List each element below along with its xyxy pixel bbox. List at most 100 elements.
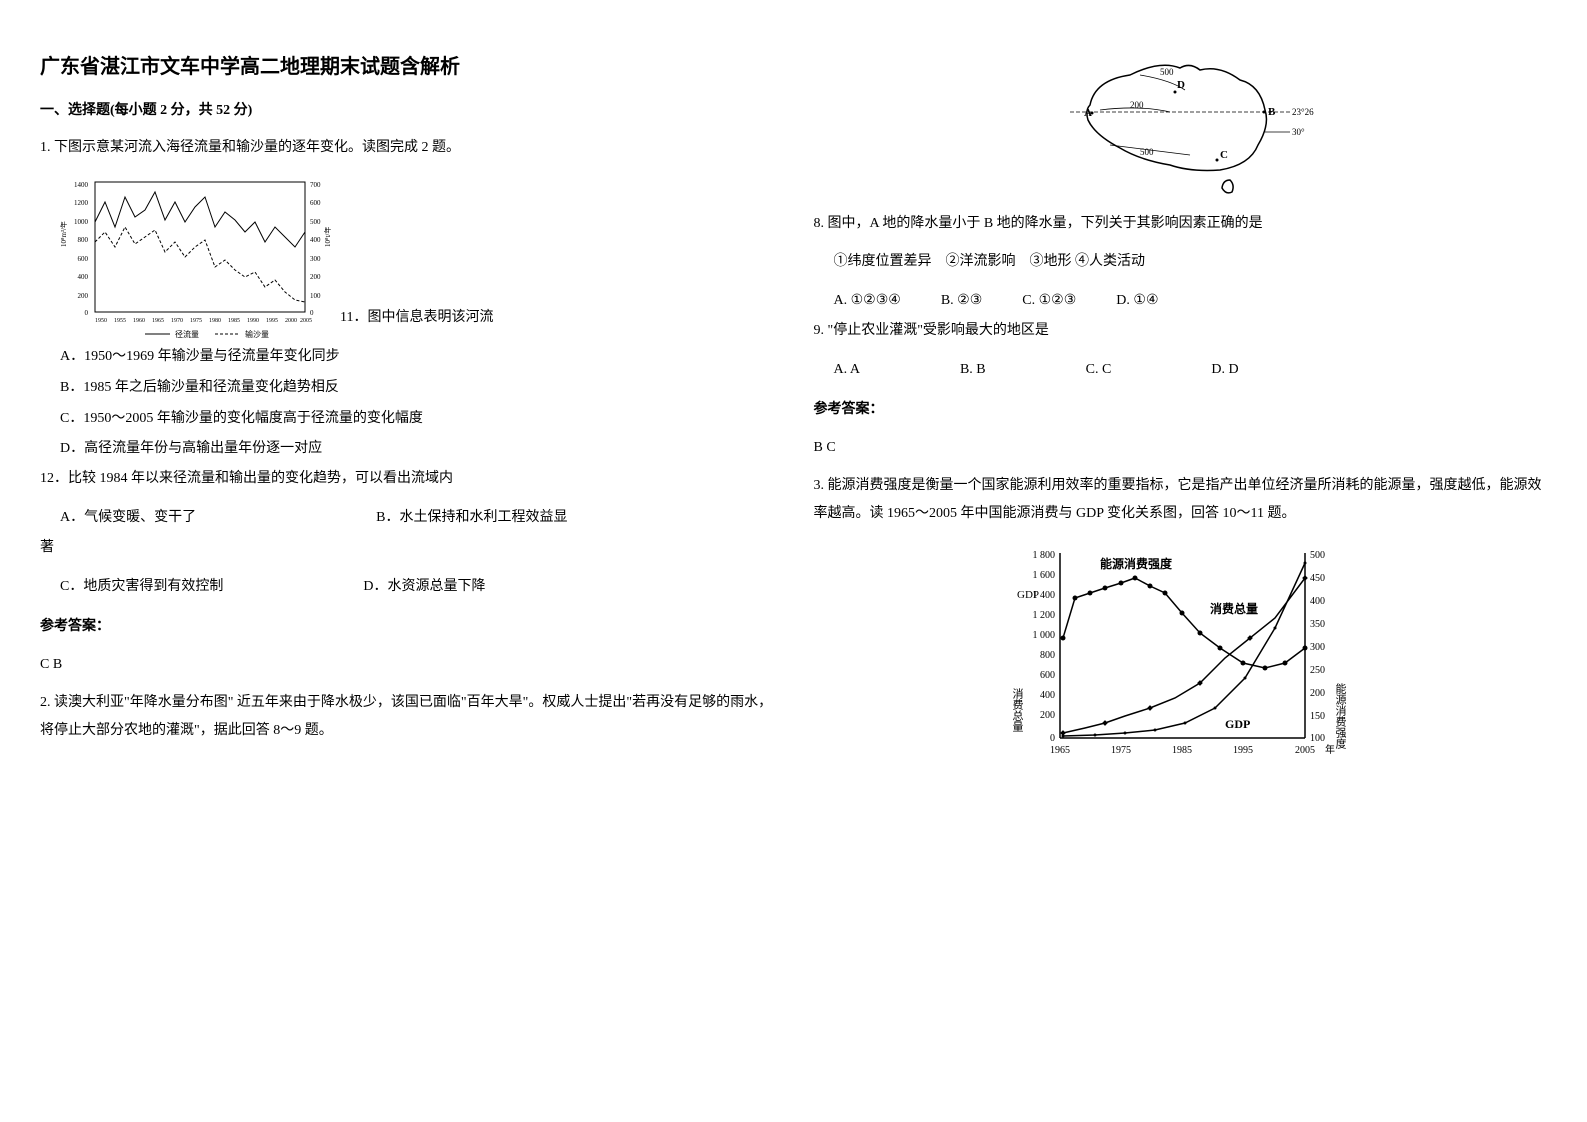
answer-label: 参考答案： <box>40 613 774 641</box>
q12-text: 12．比较 1984 年以来径流量和输出量的变化趋势，可以看出流域内 <box>40 465 774 493</box>
svg-text:23°26: 23°26 <box>1292 107 1314 117</box>
svg-text:1985: 1985 <box>1172 745 1192 756</box>
svg-text:450: 450 <box>1310 573 1325 584</box>
svg-text:输沙量: 输沙量 <box>245 329 269 339</box>
svg-text:400: 400 <box>1040 690 1055 701</box>
svg-text:400: 400 <box>1310 596 1325 607</box>
opt-b: B．1985 年之后输沙量和径流量变化趋势相反 <box>60 373 774 404</box>
svg-text:2005: 2005 <box>300 318 312 324</box>
svg-text:300: 300 <box>310 255 321 263</box>
svg-text:200: 200 <box>1310 688 1325 699</box>
svg-text:1 800: 1 800 <box>1033 550 1056 561</box>
svg-text:能源消费强度: 能源消费强度 <box>1334 681 1347 749</box>
answer-label-2: 参考答案： <box>814 396 1548 424</box>
opt-d: D. ①④ <box>1116 286 1158 317</box>
svg-text:1960: 1960 <box>133 318 145 324</box>
svg-text:30°: 30° <box>1292 127 1305 137</box>
svg-text:500: 500 <box>1140 147 1154 157</box>
svg-text:250: 250 <box>1310 665 1325 676</box>
svg-text:800: 800 <box>78 236 89 244</box>
svg-text:1970: 1970 <box>171 318 183 324</box>
q9-options: A. A B. B C. C D. D <box>834 355 1548 386</box>
svg-text:D: D <box>1177 79 1185 91</box>
q8-factors: ①纬度位置差异 ②洋流影响 ③地形 ④人类活动 <box>834 248 1548 276</box>
svg-text:200: 200 <box>78 292 89 300</box>
svg-text:500: 500 <box>1310 550 1325 561</box>
svg-text:200: 200 <box>310 273 321 281</box>
svg-text:400: 400 <box>78 273 89 281</box>
svg-text:300: 300 <box>1310 642 1325 653</box>
svg-text:350: 350 <box>1310 619 1325 630</box>
svg-text:1965: 1965 <box>152 318 164 324</box>
svg-text:100: 100 <box>1310 733 1325 744</box>
svg-text:200: 200 <box>1040 710 1055 721</box>
q11-options: A．1950～1969 年输沙量与径流量年变化同步 B．1985 年之后输沙量和… <box>60 342 774 465</box>
opt-b: B. B <box>960 355 986 386</box>
opt-a: A．1950～1969 年输沙量与径流量年变化同步 <box>60 342 774 373</box>
svg-text:1400: 1400 <box>74 181 89 189</box>
svg-text:0: 0 <box>310 309 314 317</box>
svg-text:800: 800 <box>1040 650 1055 661</box>
svg-text:500: 500 <box>1160 67 1174 77</box>
svg-text:GDP: GDP <box>1017 589 1039 601</box>
svg-text:10⁸t/年: 10⁸t/年 <box>323 227 332 247</box>
svg-text:1950: 1950 <box>95 318 107 324</box>
answer-2: B C <box>814 434 1548 462</box>
svg-text:700: 700 <box>310 181 321 189</box>
q3-chart: 1 800 1 600 1 400 1 200 1 000 800 600 40… <box>1005 538 1355 768</box>
svg-text:1985: 1985 <box>228 318 240 324</box>
opt-c: C. ①②③ <box>1022 286 1076 317</box>
svg-text:10⁸m³/年: 10⁸m³/年 <box>60 221 68 247</box>
svg-text:100: 100 <box>310 292 321 300</box>
svg-text:2000: 2000 <box>285 318 297 324</box>
answer-q1: C B <box>40 651 774 679</box>
svg-text:1975: 1975 <box>190 318 202 324</box>
opt-d: D．水资源总量下降 <box>363 572 485 603</box>
svg-text:径流量: 径流量 <box>175 329 199 339</box>
australia-map: 500 200 500 23°26 30° A B C D <box>1040 50 1320 210</box>
opt-c: C．地质灾害得到有效控制 <box>60 572 223 603</box>
q1-intro: 1. 下图示意某河流入海径流量和输沙量的逐年变化。读图完成 2 题。 <box>40 134 774 162</box>
svg-text:1995: 1995 <box>266 318 278 324</box>
svg-text:1990: 1990 <box>247 318 259 324</box>
q8-text: 8. 图中，A 地的降水量小于 B 地的降水量，下列关于其影响因素正确的是 <box>814 210 1548 238</box>
svg-text:600: 600 <box>310 199 321 207</box>
left-column: 广东省湛江市文车中学高二地理期末试题含解析 一、选择题(每小题 2 分，共 52… <box>40 50 774 778</box>
svg-text:1200: 1200 <box>74 199 89 207</box>
opt-b: B. ②③ <box>941 286 982 317</box>
svg-text:0: 0 <box>85 309 89 317</box>
svg-text:1955: 1955 <box>114 318 126 324</box>
opt-d: D. D <box>1211 355 1238 386</box>
svg-text:200: 200 <box>1130 100 1144 110</box>
svg-text:1995: 1995 <box>1233 745 1253 756</box>
svg-text:1 200: 1 200 <box>1033 610 1056 621</box>
page-title: 广东省湛江市文车中学高二地理期末试题含解析 <box>40 50 774 79</box>
svg-text:GDP: GDP <box>1225 717 1250 731</box>
svg-text:500: 500 <box>310 218 321 226</box>
opt-c: C. C <box>1086 355 1112 386</box>
svg-text:150: 150 <box>1310 711 1325 722</box>
svg-text:1 000: 1 000 <box>1033 630 1056 641</box>
svg-text:600: 600 <box>78 255 89 263</box>
svg-text:消费总量: 消费总量 <box>1011 686 1024 731</box>
section-heading: 一、选择题(每小题 2 分，共 52 分) <box>40 99 774 119</box>
svg-text:2005: 2005 <box>1295 745 1315 756</box>
opt-b-cont: 著 <box>40 534 774 562</box>
svg-text:400: 400 <box>310 236 321 244</box>
q12-options: A．气候变暖、变干了 B．水土保持和水利工程效益显 <box>60 503 774 534</box>
svg-text:600: 600 <box>1040 670 1055 681</box>
opt-b: B．水土保持和水利工程效益显 <box>376 503 567 534</box>
svg-text:B: B <box>1268 106 1276 118</box>
q3-intro: 3. 能源消费强度是衡量一个国家能源利用效率的重要指标，它是指产出单位经济量所消… <box>814 472 1548 528</box>
svg-text:1000: 1000 <box>74 218 89 226</box>
q2-intro: 2. 读澳大利亚"年降水量分布图" 近五年来由于降水极少，该国已面临"百年大旱"… <box>40 689 774 745</box>
q11-text: 11．图中信息表明该河流 <box>340 304 493 332</box>
svg-text:能源消费强度: 能源消费强度 <box>1100 556 1173 571</box>
svg-text:C: C <box>1220 149 1228 161</box>
opt-a: A．气候变暖、变干了 <box>60 503 196 534</box>
q1-chart: 1400 1200 1000 800 600 400 200 0 700 600… <box>60 172 340 342</box>
opt-a: A. ①②③④ <box>834 286 901 317</box>
svg-text:0: 0 <box>1050 733 1055 744</box>
q9-text: 9. "停止农业灌溉"受影响最大的地区是 <box>814 317 1548 345</box>
svg-text:1975: 1975 <box>1111 745 1131 756</box>
